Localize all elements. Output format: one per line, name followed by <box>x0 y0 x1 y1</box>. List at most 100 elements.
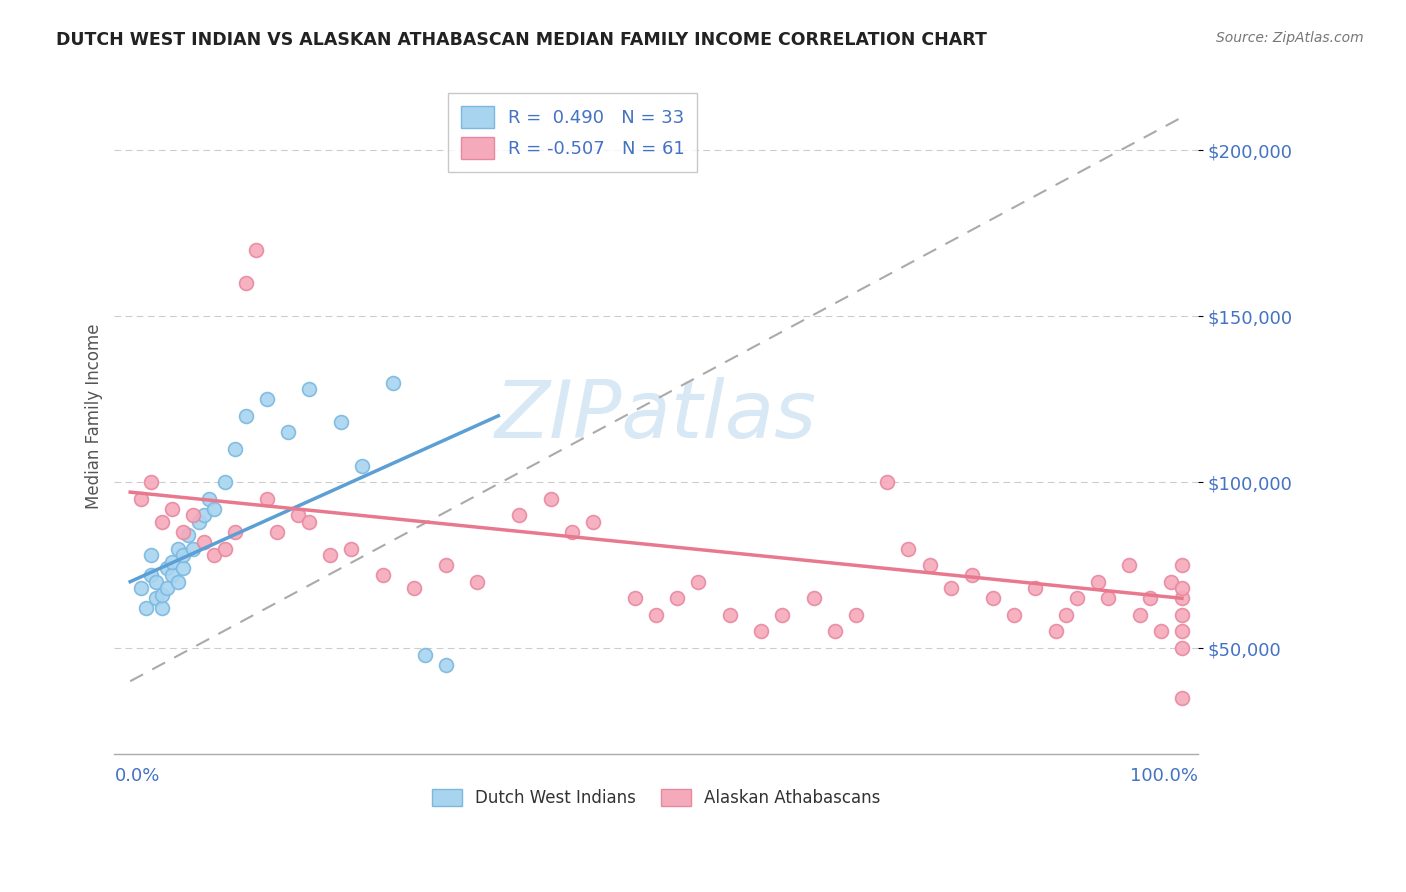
Point <box>382 376 405 390</box>
Point <box>235 409 257 423</box>
Point <box>277 425 299 440</box>
Point <box>298 515 321 529</box>
Point <box>960 568 983 582</box>
Point <box>666 591 689 606</box>
Point <box>1118 558 1140 573</box>
Point <box>287 508 309 523</box>
Point <box>718 607 741 622</box>
Point <box>434 657 457 672</box>
Point <box>202 548 225 562</box>
Point <box>141 568 163 582</box>
Point <box>187 515 209 529</box>
Point <box>1045 624 1067 639</box>
Point <box>1171 591 1194 606</box>
Point <box>749 624 772 639</box>
Point <box>193 534 215 549</box>
Point <box>298 382 321 396</box>
Point <box>981 591 1004 606</box>
Point <box>1171 558 1194 573</box>
Point <box>508 508 530 523</box>
Point <box>770 607 793 622</box>
Point <box>939 582 962 596</box>
Point <box>156 582 179 596</box>
Point <box>404 582 426 596</box>
Point <box>162 568 184 582</box>
Point <box>141 475 163 490</box>
Point <box>135 601 157 615</box>
Point <box>256 392 278 407</box>
Point <box>1171 641 1194 656</box>
Point <box>177 528 200 542</box>
Point <box>434 558 457 573</box>
Point <box>1087 574 1109 589</box>
Text: Source: ZipAtlas.com: Source: ZipAtlas.com <box>1216 31 1364 45</box>
Point <box>224 524 246 539</box>
Point <box>214 475 236 490</box>
Point <box>141 548 163 562</box>
Point <box>1171 582 1194 596</box>
Point <box>803 591 825 606</box>
Point <box>350 458 373 473</box>
Point <box>150 515 173 529</box>
Point <box>561 524 583 539</box>
Point <box>1150 624 1173 639</box>
Point <box>876 475 898 490</box>
Point <box>129 582 152 596</box>
Point <box>256 491 278 506</box>
Point <box>688 574 710 589</box>
Point <box>202 501 225 516</box>
Point <box>645 607 668 622</box>
Text: DUTCH WEST INDIAN VS ALASKAN ATHABASCAN MEDIAN FAMILY INCOME CORRELATION CHART: DUTCH WEST INDIAN VS ALASKAN ATHABASCAN … <box>56 31 987 49</box>
Point <box>245 243 267 257</box>
Point <box>897 541 920 556</box>
Point <box>1171 624 1194 639</box>
Point <box>162 555 184 569</box>
Point <box>413 648 436 662</box>
Point <box>162 501 184 516</box>
Point <box>1139 591 1161 606</box>
Point <box>918 558 941 573</box>
Point <box>150 588 173 602</box>
Point <box>145 591 167 606</box>
Point <box>150 601 173 615</box>
Point <box>145 574 167 589</box>
Text: ZIPatlas: ZIPatlas <box>495 376 817 455</box>
Legend: Dutch West Indians, Alaskan Athabascans: Dutch West Indians, Alaskan Athabascans <box>425 782 887 814</box>
Point <box>371 568 394 582</box>
Point <box>329 416 352 430</box>
Point <box>624 591 647 606</box>
Point <box>1097 591 1119 606</box>
Point <box>198 491 221 506</box>
Point <box>235 276 257 290</box>
Point <box>1024 582 1046 596</box>
Point <box>193 508 215 523</box>
Point <box>1171 690 1194 705</box>
Point <box>172 561 194 575</box>
Point <box>166 574 188 589</box>
Point <box>845 607 868 622</box>
Point <box>1171 607 1194 622</box>
Point <box>166 541 188 556</box>
Point <box>1066 591 1088 606</box>
Text: 0.0%: 0.0% <box>114 767 160 786</box>
Point <box>156 561 179 575</box>
Point <box>129 491 152 506</box>
Point <box>582 515 605 529</box>
Point <box>824 624 846 639</box>
Point <box>319 548 342 562</box>
Point <box>340 541 363 556</box>
Point <box>172 524 194 539</box>
Text: 100.0%: 100.0% <box>1130 767 1198 786</box>
Point <box>181 508 204 523</box>
Point <box>224 442 246 456</box>
Point <box>1002 607 1025 622</box>
Y-axis label: Median Family Income: Median Family Income <box>86 323 103 508</box>
Point <box>214 541 236 556</box>
Point <box>172 548 194 562</box>
Point <box>266 524 288 539</box>
Point <box>1054 607 1077 622</box>
Point <box>181 541 204 556</box>
Point <box>1129 607 1152 622</box>
Point <box>540 491 562 506</box>
Point <box>1160 574 1182 589</box>
